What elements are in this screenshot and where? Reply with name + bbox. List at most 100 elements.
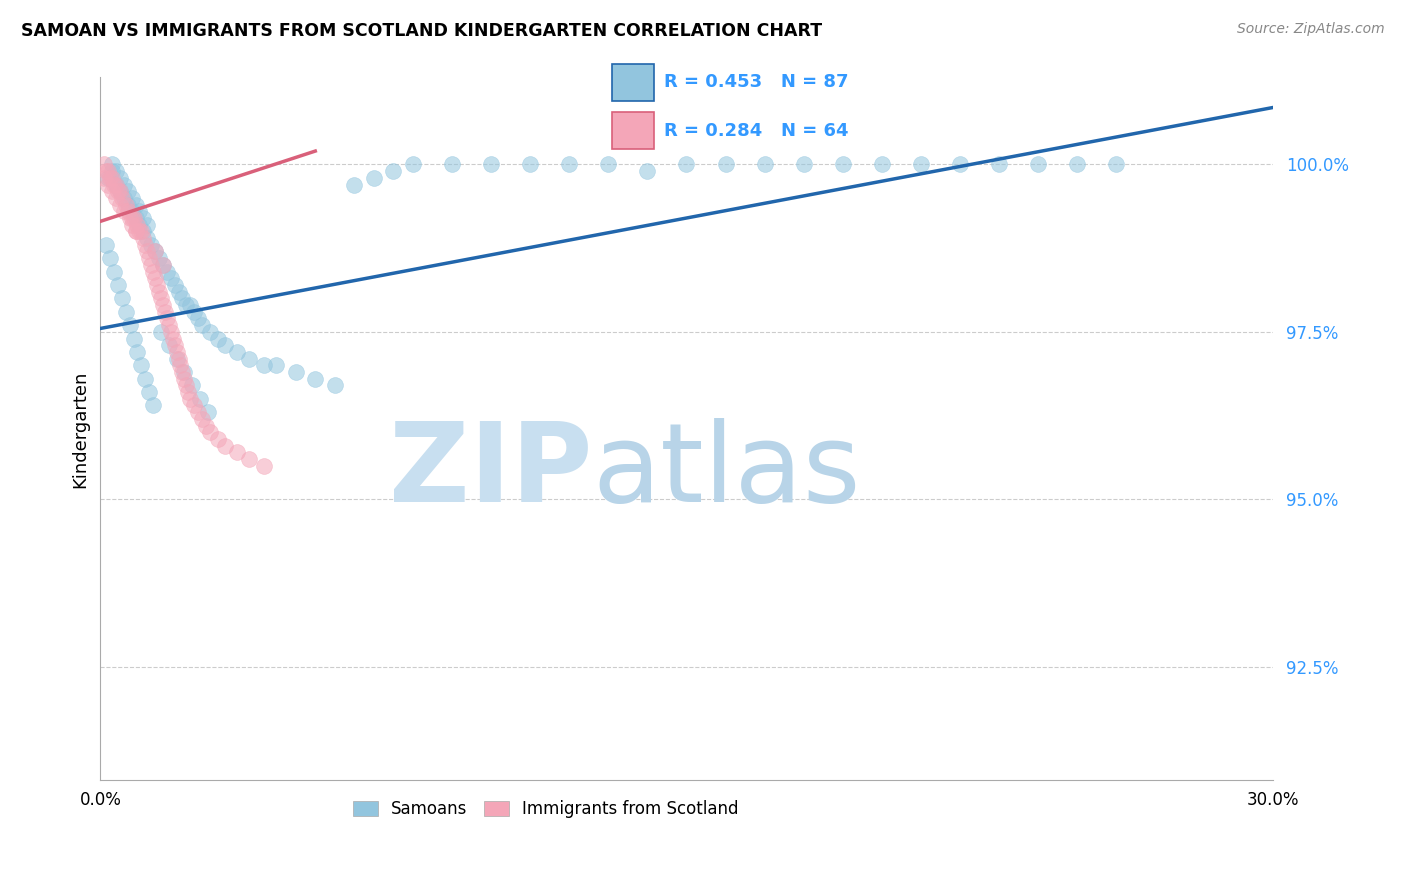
Point — [159, 271, 181, 285]
Point — [134, 372, 156, 386]
Point — [97, 164, 120, 178]
Point — [97, 178, 120, 192]
Point — [98, 170, 121, 185]
Point — [108, 184, 131, 198]
Point — [558, 157, 581, 171]
Point — [172, 365, 194, 379]
Point — [101, 157, 124, 171]
Point — [104, 191, 127, 205]
Point — [108, 184, 131, 198]
Text: R = 0.284   N = 64: R = 0.284 N = 64 — [665, 121, 849, 139]
Text: R = 0.453   N = 87: R = 0.453 N = 87 — [665, 73, 849, 91]
Point — [142, 399, 165, 413]
Point — [198, 425, 221, 440]
Point — [179, 392, 201, 406]
Point — [949, 157, 972, 171]
Point — [124, 197, 146, 211]
Point — [1066, 157, 1088, 171]
Point — [382, 164, 405, 178]
Point — [163, 277, 186, 292]
Point — [128, 224, 150, 238]
Point — [136, 218, 159, 232]
Point — [146, 277, 169, 292]
Point — [111, 291, 134, 305]
Point — [152, 258, 174, 272]
Point — [98, 251, 121, 265]
Point — [143, 244, 166, 259]
Point — [188, 392, 211, 406]
Point — [253, 359, 276, 373]
FancyBboxPatch shape — [612, 64, 654, 101]
Point — [479, 157, 502, 171]
Point — [284, 365, 307, 379]
Point — [198, 325, 221, 339]
Point — [118, 211, 141, 225]
Point — [323, 378, 346, 392]
Point — [207, 432, 229, 446]
Point — [118, 318, 141, 332]
Point — [598, 157, 620, 171]
Point — [187, 405, 209, 419]
Point — [122, 211, 145, 225]
Point — [149, 291, 172, 305]
Point — [197, 405, 219, 419]
Point — [143, 244, 166, 259]
Point — [149, 325, 172, 339]
Point — [103, 178, 125, 192]
Point — [238, 351, 260, 366]
Point — [138, 385, 160, 400]
Point — [363, 170, 385, 185]
Point — [166, 351, 188, 366]
Point — [675, 157, 697, 171]
Point — [636, 164, 658, 178]
Y-axis label: Kindergarten: Kindergarten — [72, 370, 89, 488]
Point — [304, 372, 326, 386]
Legend: Samoans, Immigrants from Scotland: Samoans, Immigrants from Scotland — [346, 793, 745, 825]
Point — [754, 157, 776, 171]
Point — [108, 197, 131, 211]
Point — [167, 351, 190, 366]
Point — [136, 231, 159, 245]
Text: SAMOAN VS IMMIGRANTS FROM SCOTLAND KINDERGARTEN CORRELATION CHART: SAMOAN VS IMMIGRANTS FROM SCOTLAND KINDE… — [21, 22, 823, 40]
Point — [162, 331, 184, 345]
Point — [101, 184, 124, 198]
Point — [127, 218, 149, 232]
Point — [97, 170, 120, 185]
Point — [96, 237, 118, 252]
Point — [134, 237, 156, 252]
Point — [121, 204, 143, 219]
Point — [191, 318, 214, 332]
Point — [107, 277, 129, 292]
Point — [226, 344, 249, 359]
FancyBboxPatch shape — [612, 112, 654, 149]
Point — [910, 157, 932, 171]
Text: atlas: atlas — [593, 417, 862, 524]
Point — [122, 331, 145, 345]
Point — [117, 204, 139, 219]
Point — [343, 178, 366, 192]
Point — [179, 298, 201, 312]
Point — [132, 224, 155, 238]
Point — [96, 164, 118, 178]
Point — [187, 311, 209, 326]
Point — [114, 304, 136, 318]
Point — [131, 224, 153, 238]
Point — [104, 178, 127, 192]
Point — [194, 418, 217, 433]
Text: ZIP: ZIP — [389, 417, 593, 524]
Point — [108, 170, 131, 185]
Point — [183, 304, 205, 318]
Point — [214, 439, 236, 453]
Point — [157, 318, 180, 332]
Point — [519, 157, 541, 171]
Point — [157, 338, 180, 352]
Point — [124, 224, 146, 238]
Point — [121, 218, 143, 232]
Point — [226, 445, 249, 459]
Point — [176, 378, 198, 392]
Point — [148, 251, 170, 265]
Point — [169, 359, 191, 373]
Point — [183, 399, 205, 413]
Point — [104, 178, 127, 192]
Point — [114, 197, 136, 211]
